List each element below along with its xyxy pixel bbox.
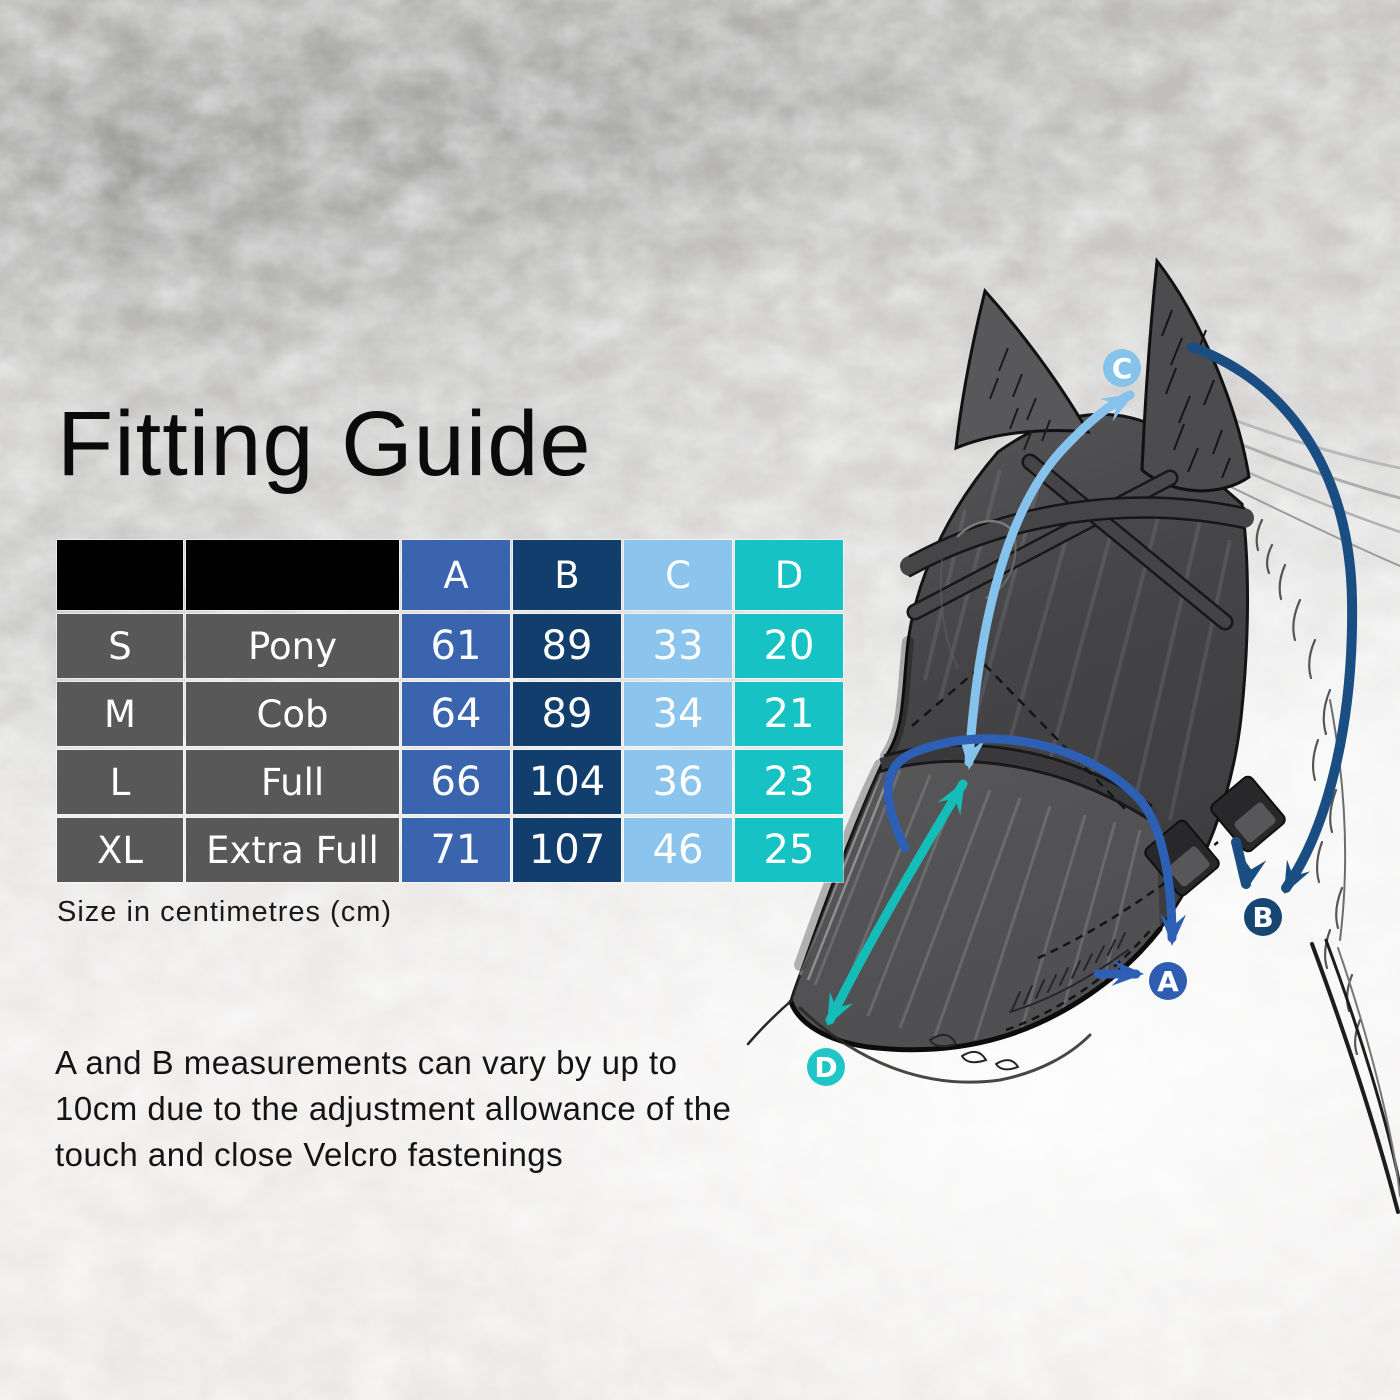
value-cell-b: 104	[513, 750, 621, 814]
label-d-circle	[807, 1048, 845, 1086]
mask-straps	[900, 453, 1254, 631]
measurement-note: A and B measurements can vary by up to 1…	[55, 1040, 731, 1178]
size-code-cell: XL	[57, 818, 183, 882]
size-table: A B C D S Pony 61 89 33 20 M Cob 64 89 3…	[57, 540, 843, 882]
label-d-letter: D	[814, 1051, 837, 1084]
muzzle-fabric-streaks	[813, 769, 1142, 1041]
edge-shading	[794, 636, 914, 971]
muzzle-ridge-highlight	[798, 761, 895, 981]
measurement-labels: C B A D	[807, 349, 1282, 1086]
size-code-cell: M	[57, 682, 183, 746]
size-name-cell: Pony	[186, 614, 399, 678]
value-cell-c: 33	[624, 614, 732, 678]
value-cell-d: 23	[735, 750, 843, 814]
value-cell-b: 107	[513, 818, 621, 882]
table-corner-cell	[57, 540, 183, 610]
arrow-b	[1187, 342, 1358, 893]
size-code-cell: S	[57, 614, 183, 678]
size-code-cell: L	[57, 750, 183, 814]
value-cell-d: 21	[735, 682, 843, 746]
ear-left	[954, 287, 1091, 451]
column-header-b: B	[513, 540, 621, 610]
mouth-chin-sketch	[746, 932, 1129, 1084]
note-line: 10cm due to the adjustment allowance of …	[55, 1090, 732, 1127]
arrow-d	[825, 779, 968, 1025]
label-b-circle	[1244, 898, 1282, 936]
column-header-d: D	[735, 540, 843, 610]
neck-lines	[1310, 938, 1400, 1214]
value-cell-b: 89	[513, 614, 621, 678]
label-b-letter: B	[1252, 901, 1273, 934]
column-header-c: C	[624, 540, 732, 610]
label-a-circle	[1149, 962, 1187, 1000]
value-cell-d: 25	[735, 818, 843, 882]
note-line: A and B measurements can vary by up to	[55, 1044, 678, 1081]
horse-head-sketch	[746, 257, 1400, 1214]
value-cell-d: 20	[735, 614, 843, 678]
value-cell-a: 66	[402, 750, 510, 814]
value-cell-b: 89	[513, 682, 621, 746]
mane-hatching	[1255, 518, 1362, 1056]
note-line: touch and close Velcro fastenings	[55, 1136, 564, 1173]
muzzle-flap	[791, 761, 1160, 1050]
units-caption: Size in centimetres (cm)	[57, 896, 393, 928]
mask-bottom-edge	[788, 926, 1163, 1053]
label-c-letter: C	[1112, 352, 1133, 385]
label-a: A	[1149, 962, 1187, 1000]
label-c-circle	[1103, 349, 1141, 387]
label-a-letter: A	[1157, 965, 1179, 998]
value-cell-a: 71	[402, 818, 510, 882]
value-cell-c: 36	[624, 750, 732, 814]
size-name-cell: Extra Full	[186, 818, 399, 882]
size-name-cell: Full	[186, 750, 399, 814]
page-title: Fitting Guide	[57, 393, 592, 495]
value-cell-c: 46	[624, 818, 732, 882]
measurement-arrows	[815, 342, 1358, 1032]
arrow-c	[964, 390, 1135, 767]
value-cell-a: 64	[402, 682, 510, 746]
label-c: C	[1103, 349, 1141, 387]
size-name-cell: Cob	[186, 682, 399, 746]
value-cell-c: 34	[624, 682, 732, 746]
label-d: D	[807, 1048, 845, 1086]
label-b: B	[1244, 898, 1282, 936]
velcro-tab-2	[1210, 775, 1286, 853]
value-cell-a: 61	[402, 614, 510, 678]
column-header-a: A	[402, 540, 510, 610]
table-corner-cell	[186, 540, 399, 610]
